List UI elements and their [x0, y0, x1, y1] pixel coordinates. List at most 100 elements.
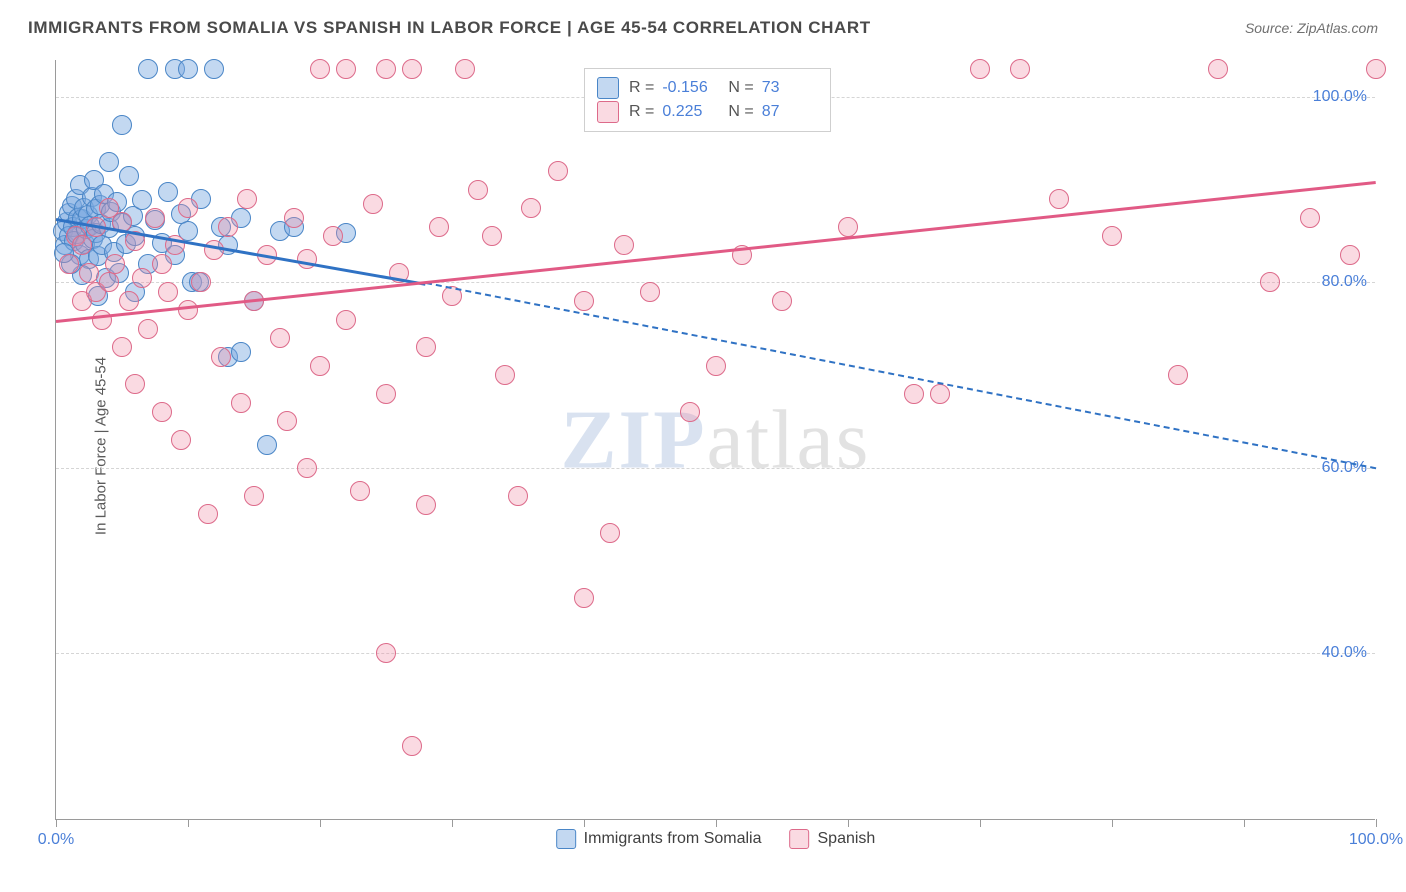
data-point-somalia [138, 59, 158, 79]
data-point-spanish [198, 504, 218, 524]
data-point-spanish [284, 208, 304, 228]
data-point-spanish [1208, 59, 1228, 79]
data-point-spanish [904, 384, 924, 404]
gridline [56, 282, 1375, 283]
data-point-spanish [548, 161, 568, 181]
x-tick-label: 100.0% [1349, 831, 1403, 849]
data-point-spanish [970, 59, 990, 79]
y-tick-label: 40.0% [1322, 644, 1367, 662]
r-value: 0.225 [662, 103, 718, 121]
data-point-spanish [72, 235, 92, 255]
x-tick [320, 819, 321, 827]
data-point-spanish [231, 393, 251, 413]
x-tick [584, 819, 585, 827]
data-point-spanish [363, 194, 383, 214]
y-tick-label: 80.0% [1322, 273, 1367, 291]
data-point-spanish [614, 235, 634, 255]
x-tick [980, 819, 981, 827]
data-point-spanish [310, 356, 330, 376]
data-point-spanish [112, 337, 132, 357]
data-point-spanish [152, 254, 172, 274]
data-point-spanish [59, 254, 79, 274]
data-point-spanish [270, 328, 290, 348]
data-point-spanish [640, 282, 660, 302]
data-point-spanish [521, 198, 541, 218]
gridline [56, 653, 1375, 654]
r-label: R = [629, 79, 654, 97]
data-point-spanish [119, 291, 139, 311]
data-point-spanish [680, 402, 700, 422]
data-point-spanish [1102, 226, 1122, 246]
data-point-spanish [99, 272, 119, 292]
data-point-spanish [310, 59, 330, 79]
r-label: R = [629, 103, 654, 121]
data-point-spanish [138, 319, 158, 339]
chart-title: IMMIGRANTS FROM SOMALIA VS SPANISH IN LA… [28, 18, 871, 38]
data-point-spanish [237, 189, 257, 209]
x-tick [1244, 819, 1245, 827]
data-point-spanish [244, 486, 264, 506]
n-label: N = [728, 79, 753, 97]
legend-row-somalia: R =-0.156N =73 [597, 77, 818, 99]
x-tick [1112, 819, 1113, 827]
data-point-spanish [508, 486, 528, 506]
scatter-plot-area: ZIPatlas 40.0%60.0%80.0%100.0%0.0%100.0%… [55, 60, 1375, 820]
data-point-spanish [402, 59, 422, 79]
data-point-spanish [429, 217, 449, 237]
data-point-spanish [152, 402, 172, 422]
data-point-somalia [158, 182, 178, 202]
data-point-somalia [132, 190, 152, 210]
legend-row-spanish: R = 0.225 N = 87 [597, 101, 818, 123]
data-point-somalia [99, 152, 119, 172]
x-tick [188, 819, 189, 827]
data-point-spanish [105, 254, 125, 274]
data-point-spanish [277, 411, 297, 431]
data-point-spanish [79, 263, 99, 283]
correlation-legend: R =-0.156N =73R =0.225N =87 [584, 68, 831, 132]
data-point-spanish [218, 217, 238, 237]
watermark: ZIPatlas [561, 391, 871, 488]
x-tick [1376, 819, 1377, 827]
data-point-spanish [376, 384, 396, 404]
data-point-spanish [145, 208, 165, 228]
series-legend: Immigrants from SomaliaSpanish [556, 829, 876, 849]
data-point-spanish [297, 458, 317, 478]
x-tick [56, 819, 57, 827]
legend-label: Spanish [818, 830, 876, 848]
data-point-spanish [772, 291, 792, 311]
data-point-spanish [350, 481, 370, 501]
x-tick [452, 819, 453, 827]
data-point-spanish [1366, 59, 1386, 79]
x-tick [848, 819, 849, 827]
data-point-spanish [211, 347, 231, 367]
data-point-spanish [1260, 272, 1280, 292]
data-point-spanish [468, 180, 488, 200]
data-point-somalia [204, 59, 224, 79]
n-label: N = [728, 103, 753, 121]
data-point-spanish [125, 374, 145, 394]
data-point-spanish [930, 384, 950, 404]
data-point-spanish [376, 643, 396, 663]
data-point-spanish [838, 217, 858, 237]
data-point-spanish [1300, 208, 1320, 228]
data-point-spanish [402, 736, 422, 756]
data-point-spanish [1168, 365, 1188, 385]
watermark-light: atlas [707, 393, 871, 486]
n-value: 87 [762, 103, 818, 121]
data-point-somalia [112, 115, 132, 135]
n-value: 73 [762, 79, 818, 97]
data-point-spanish [336, 59, 356, 79]
data-point-somalia [119, 166, 139, 186]
data-point-somalia [178, 59, 198, 79]
data-point-spanish [1010, 59, 1030, 79]
data-point-spanish [323, 226, 343, 246]
data-point-spanish [92, 310, 112, 330]
data-point-spanish [158, 282, 178, 302]
data-point-somalia [257, 435, 277, 455]
legend-swatch [597, 77, 619, 99]
data-point-spanish [1049, 189, 1069, 209]
data-point-spanish [706, 356, 726, 376]
data-point-spanish [171, 430, 191, 450]
data-point-spanish [416, 337, 436, 357]
gridline [56, 468, 1375, 469]
